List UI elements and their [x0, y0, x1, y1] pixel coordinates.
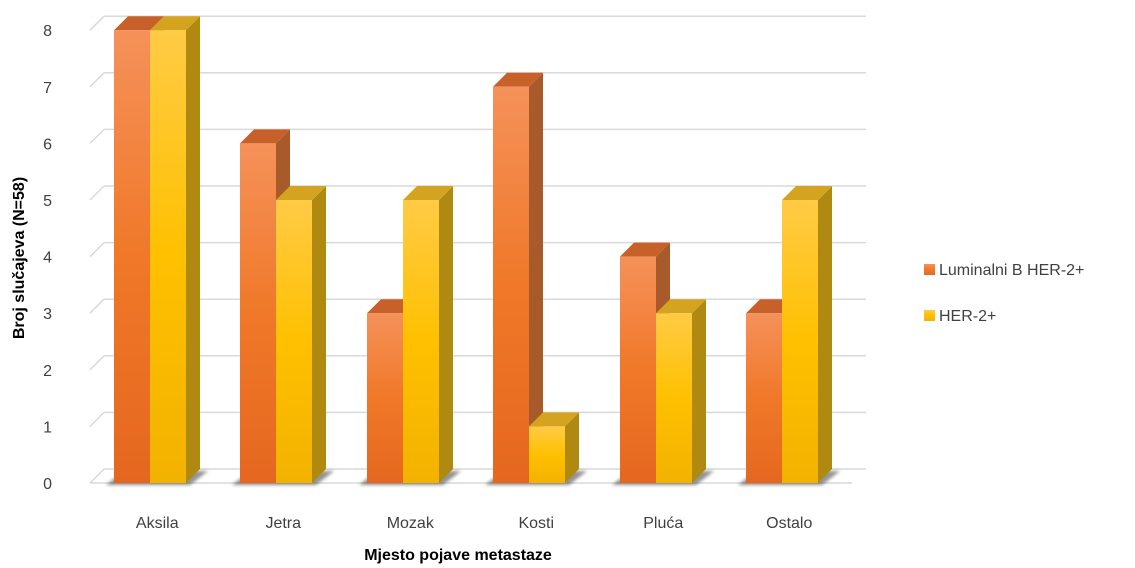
gridline-depth — [89, 242, 105, 258]
bar-aksila-luminalni-b-her-2 — [114, 30, 150, 483]
bar-jetra-luminalni-b-her-2 — [240, 143, 276, 483]
y-tick-label: 4 — [43, 250, 52, 267]
y-tick-label: 1 — [43, 419, 52, 436]
y-tick-label: 6 — [43, 136, 52, 153]
bar-side-ostalo-her-2 — [818, 186, 832, 483]
gridline-depth — [89, 15, 105, 31]
legend-swatch-luminalni-b — [924, 264, 935, 275]
bar-mozak-luminalni-b-her-2 — [367, 313, 403, 483]
bar-top-jetra-luminalni-b-her-2 — [240, 129, 290, 144]
x-tick-label-kosti: Kosti — [518, 515, 554, 532]
bar-mozak-her-2 — [403, 200, 439, 483]
bar-side-aksila-her-2 — [186, 16, 200, 483]
y-tick-label: 7 — [43, 80, 52, 97]
y-tick-label: 5 — [43, 193, 52, 210]
bar-top-kosti-luminalni-b-her-2 — [493, 72, 543, 87]
bar-side-kosti-her-2 — [565, 412, 579, 483]
y-axis-ticks: 0 1 2 3 4 5 6 7 8 — [43, 23, 52, 493]
x-tick-label-jetra: Jetra — [265, 515, 301, 532]
bar-kosti-luminalni-b-her-2 — [493, 86, 529, 484]
bar-kosti-her-2 — [529, 426, 565, 483]
legend-label-luminalni-b: Luminalni B HER-2+ — [939, 262, 1084, 279]
x-tick-label-mozak: Mozak — [387, 515, 435, 532]
gridline-depth — [89, 72, 105, 88]
y-tick-label: 3 — [43, 306, 52, 323]
gridline-depth — [89, 185, 105, 201]
bar-top-kosti-her-2 — [529, 412, 579, 427]
bar-side-pluca-her-2 — [692, 299, 706, 483]
y-tick-label: 2 — [43, 363, 52, 380]
gridline-depth — [89, 128, 105, 144]
bar-jetra-her-2 — [276, 200, 312, 483]
gridlines — [89, 15, 866, 484]
gridline-depth — [89, 298, 105, 314]
y-tick-label: 8 — [43, 23, 52, 40]
bar-side-mozak-her-2 — [439, 186, 453, 483]
x-tick-label-aksila: Aksila — [136, 515, 179, 532]
x-axis-title: Mjesto pojave metastaze — [364, 547, 552, 564]
gridline-depth — [89, 411, 105, 427]
gridline-depth — [89, 468, 105, 484]
bar-top-pluca-luminalni-b-her-2 — [620, 242, 670, 257]
y-axis-title: Broj slučajeva (N=58) — [11, 177, 28, 339]
legend-swatch-her2 — [924, 310, 935, 321]
x-axis-ticks: Aksila Jetra Mozak Kosti Pluća Ostalo — [136, 515, 813, 532]
x-tick-label-ostalo: Ostalo — [766, 515, 812, 532]
bar-top-jetra-her-2 — [276, 186, 326, 200]
bar-aksila-her-2 — [150, 30, 186, 483]
bar-top-pluca-her-2 — [656, 299, 706, 314]
bar-pluca-luminalni-b-her-2 — [620, 256, 656, 483]
bar-top-aksila-her-2 — [150, 16, 200, 31]
legend: Luminalni B HER-2+ HER-2+ — [924, 262, 1084, 325]
bar-top-aksila-luminalni-b-her-2 — [114, 16, 164, 31]
bars — [106, 16, 840, 485]
bar-ostalo-luminalni-b-her-2 — [746, 313, 782, 483]
bar-ostalo-her-2 — [782, 200, 818, 483]
bar-side-jetra-her-2 — [312, 186, 326, 483]
bar-side-kosti-luminalni-b-her-2 — [529, 72, 543, 484]
y-tick-label: 0 — [43, 476, 52, 493]
bar-top-ostalo-her-2 — [782, 186, 832, 200]
bar-top-mozak-her-2 — [403, 186, 453, 200]
x-tick-label-pluca: Pluća — [643, 515, 683, 532]
bar-pluca-her-2 — [656, 313, 692, 483]
gridline-depth — [89, 355, 105, 371]
legend-label-her2: HER-2+ — [939, 308, 996, 325]
